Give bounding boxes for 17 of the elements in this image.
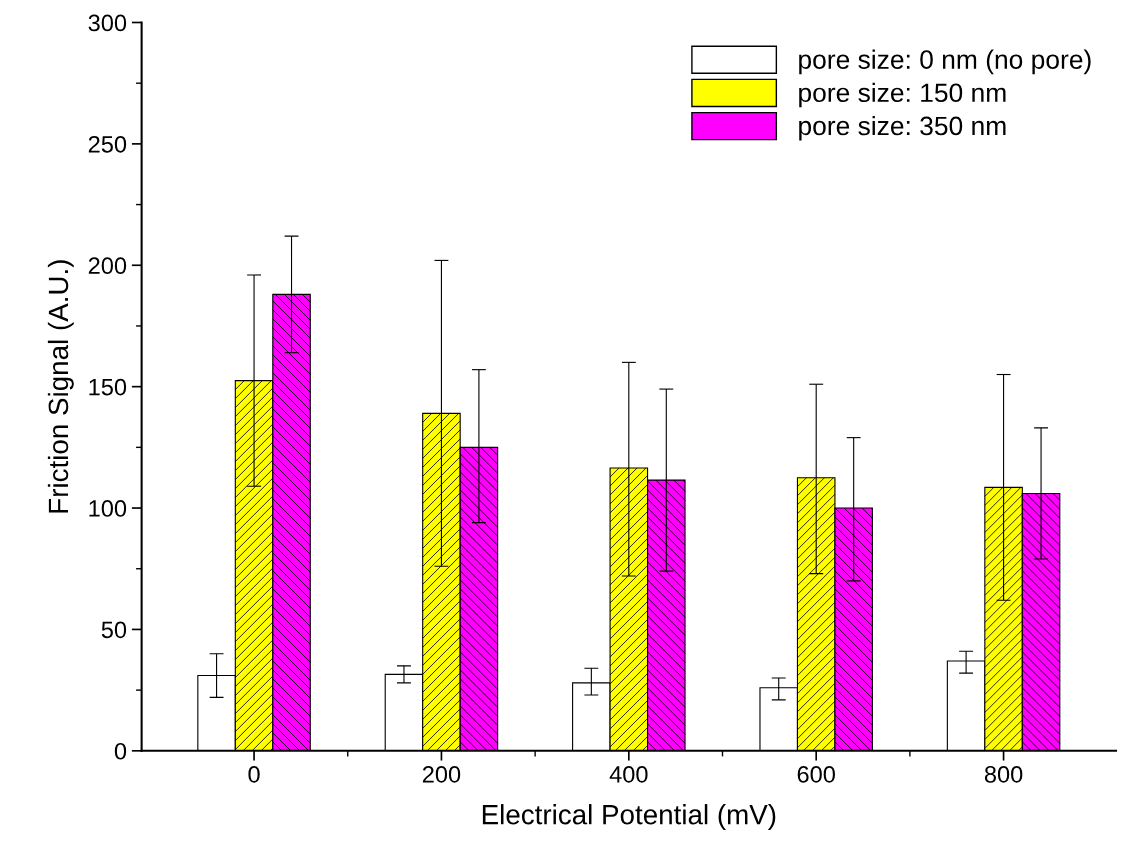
- x-tick-label: 0: [248, 766, 260, 783]
- y-tick-label: 150: [89, 378, 127, 396]
- x-axis-title: Electrical Potential (mV): [482, 804, 776, 830]
- y-tick-label: 50: [101, 621, 127, 639]
- y-tick-label: 0: [114, 742, 127, 760]
- legend-label: pore size: 150 nm: [799, 82, 1006, 108]
- y-tick-label: 250: [88, 135, 127, 153]
- legend-label: pore size: 350 nm: [799, 115, 1006, 141]
- x-tick-label: 600: [797, 766, 835, 783]
- y-tick-label: 200: [88, 257, 127, 275]
- legend-label: pore size: 0 nm (no pore): [799, 49, 1091, 75]
- x-tick-label: 800: [984, 766, 1023, 783]
- y-tick-label: 100: [89, 500, 127, 517]
- y-axis-title: Friction Signal (A.U.): [47, 260, 74, 513]
- x-tick-label: 400: [609, 766, 648, 783]
- y-tick-label: 300: [88, 14, 127, 32]
- x-tick-label: 200: [422, 766, 461, 783]
